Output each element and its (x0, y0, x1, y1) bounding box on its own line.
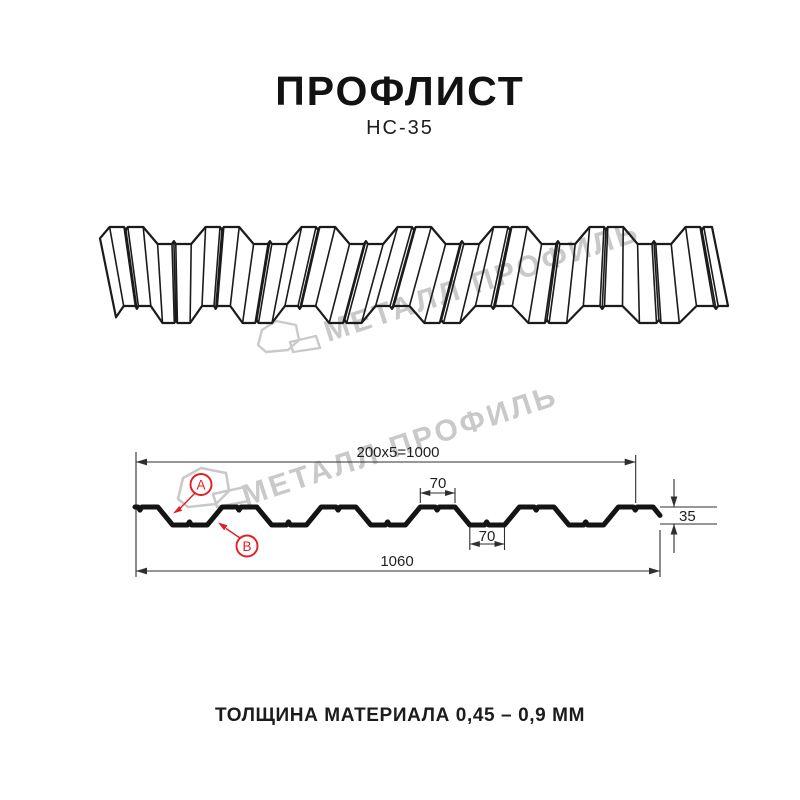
profile-cross-section (132, 504, 663, 528)
sheet-3d-rib-lines (108, 226, 719, 324)
dim-rib-top-width: 70 (430, 475, 447, 492)
watermark-logo-2 (176, 466, 251, 509)
callout-b-circle (235, 534, 259, 558)
dimension-texts: 200x5=1000 70 70 35 1060 (357, 444, 696, 570)
dim-rib-bottom-width: 70 (479, 528, 496, 545)
sheet-3d-face (100, 227, 728, 323)
callout-a-arrowhead (173, 506, 183, 514)
callout-b: B (218, 522, 259, 558)
callout-a-circle (189, 473, 213, 496)
watermark-logo-1 (256, 319, 322, 354)
callout-a: A (173, 473, 213, 514)
callout-b-letter: B (242, 539, 251, 554)
thickness-note: ТОЛЩИНА МАТЕРИАЛА 0,45 – 0,9 ММ (214, 705, 586, 726)
dim-overall-width: 1060 (380, 553, 413, 570)
callout-b-arrowhead (218, 522, 228, 531)
dim-modular-width: 200x5=1000 (357, 444, 440, 461)
page-title: ПРОФЛИСТ (275, 68, 525, 114)
callout-a-leader (178, 492, 196, 510)
profile-3d-view: МЕТАЛЛ ПРОФИЛЬ (98, 215, 730, 354)
callout-a-letter: A (196, 478, 205, 493)
dim-height: 35 (679, 508, 696, 525)
dimension-lines (135, 452, 717, 577)
profile-model-subtitle: НС-35 (366, 117, 434, 139)
callout-b-leader (225, 527, 241, 539)
sheet-3d-outline (98, 225, 730, 325)
